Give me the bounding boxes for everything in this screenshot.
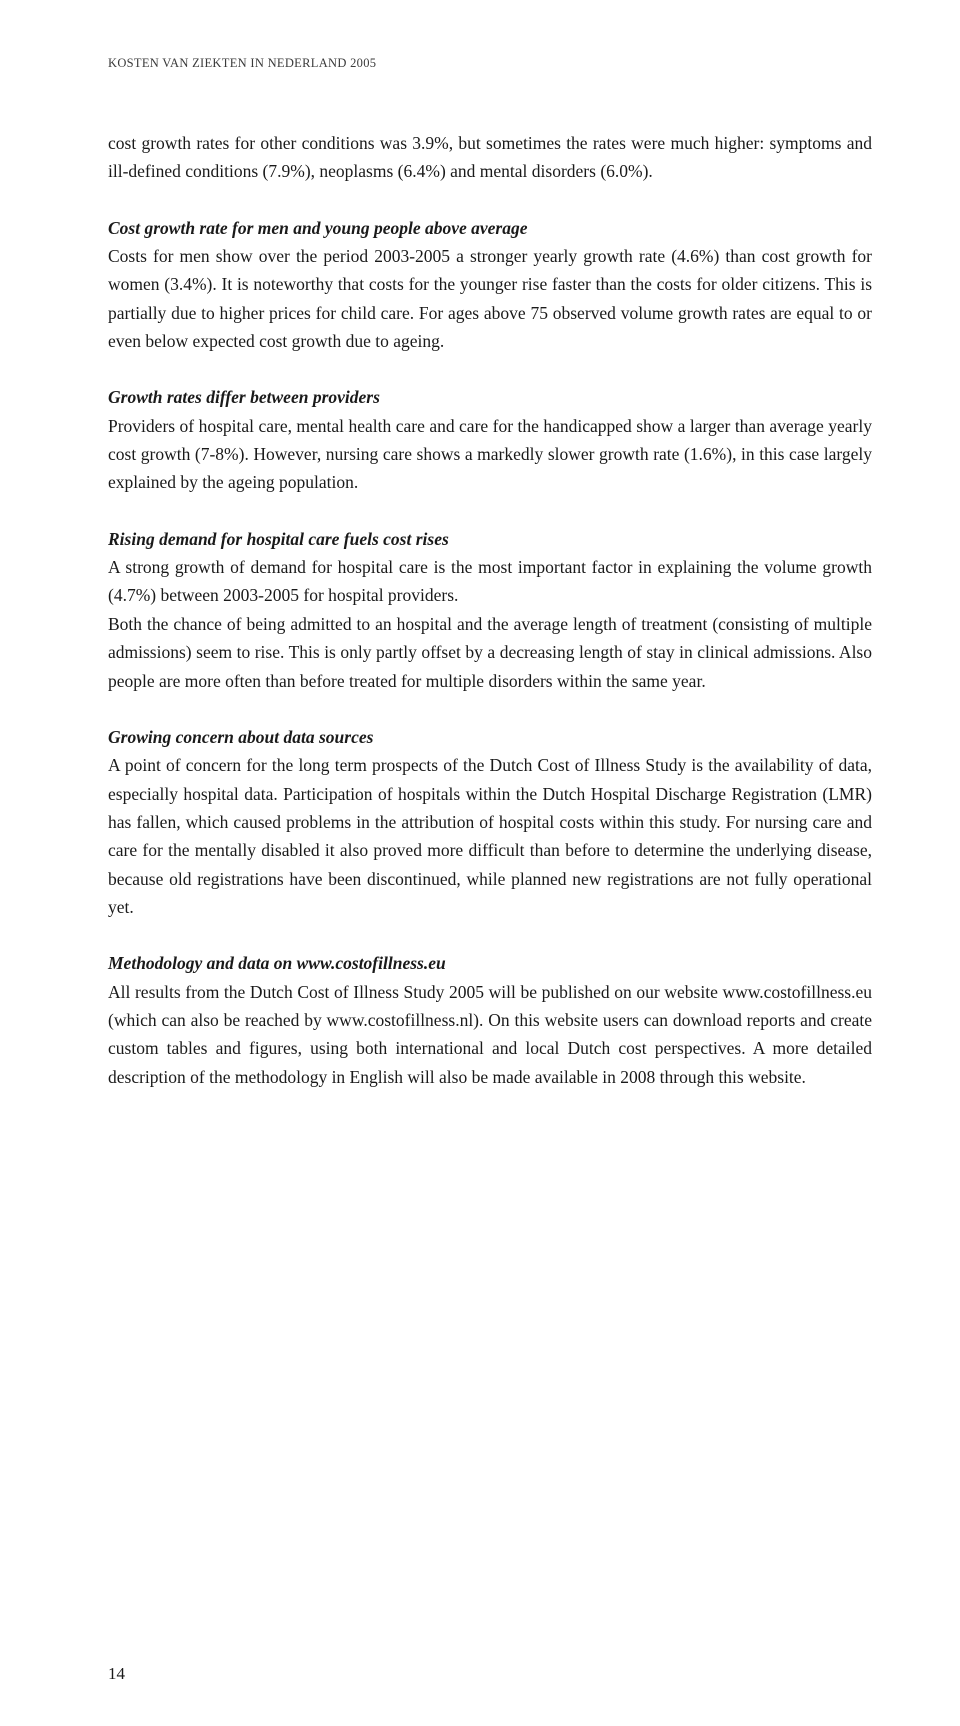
- section-body: Costs for men show over the period 2003-…: [108, 246, 872, 351]
- section-body: A strong growth of demand for hospital c…: [108, 557, 872, 690]
- section-block: Methodology and data on www.costofillnes…: [108, 949, 872, 1091]
- section-heading: Growth rates differ between providers: [108, 383, 872, 411]
- running-header: KOSTEN VAN ZIEKTEN IN NEDERLAND 2005: [108, 56, 872, 71]
- section-heading: Rising demand for hospital care fuels co…: [108, 525, 872, 553]
- section-block: Rising demand for hospital care fuels co…: [108, 525, 872, 695]
- section-heading: Methodology and data on www.costofillnes…: [108, 949, 872, 977]
- section-heading: Cost growth rate for men and young peopl…: [108, 214, 872, 242]
- section-heading: Growing concern about data sources: [108, 723, 872, 751]
- section-block: Growing concern about data sources A poi…: [108, 723, 872, 921]
- section-block: Cost growth rate for men and young peopl…: [108, 214, 872, 356]
- section-body: All results from the Dutch Cost of Illne…: [108, 982, 872, 1087]
- section-block: Growth rates differ between providers Pr…: [108, 383, 872, 496]
- section-body: Providers of hospital care, mental healt…: [108, 416, 872, 493]
- section-body: A point of concern for the long term pro…: [108, 755, 872, 917]
- document-page: KOSTEN VAN ZIEKTEN IN NEDERLAND 2005 cos…: [0, 0, 960, 1726]
- intro-paragraph: cost growth rates for other conditions w…: [108, 129, 872, 186]
- page-number: 14: [108, 1664, 125, 1684]
